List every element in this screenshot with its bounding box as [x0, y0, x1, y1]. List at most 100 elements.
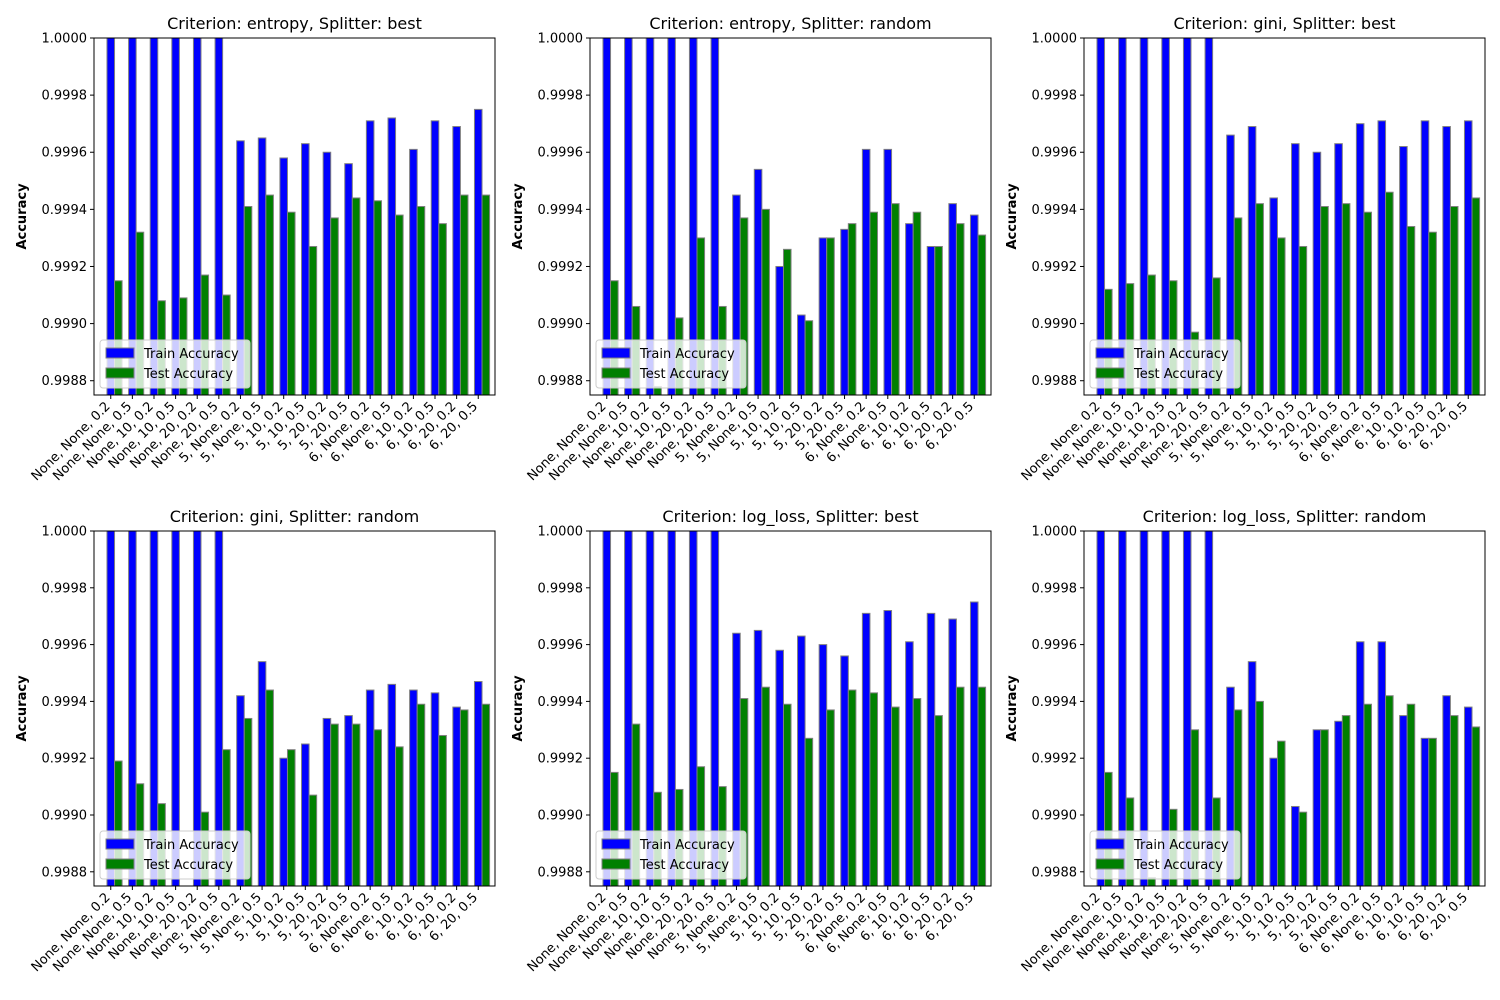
test-bar	[286, 211, 296, 395]
train-bar	[322, 717, 332, 886]
y-tick-label: 0.9992	[1032, 260, 1078, 275]
test-bar	[1341, 203, 1351, 395]
test-bar	[1428, 737, 1437, 886]
test-bar	[351, 723, 361, 886]
y-tick-label: 0.9990	[538, 317, 584, 332]
train-bar	[948, 618, 957, 886]
train-bar	[473, 681, 483, 886]
legend-label: Test Accuracy	[1133, 858, 1223, 873]
test-bar	[1320, 729, 1329, 886]
test-bar	[373, 200, 383, 395]
y-tick-label: 0.9996	[1032, 638, 1078, 653]
test-bar	[1190, 729, 1200, 886]
legend-box	[99, 830, 251, 880]
legend-swatch-test	[1095, 367, 1125, 379]
chart-panel-1: 0.9988 0.9990 0.9992 0.9994 0.9996 0.9998 1.00…	[15, 14, 496, 484]
train-bar	[257, 661, 267, 886]
test-bar	[1233, 709, 1243, 886]
train-bar	[1377, 120, 1387, 395]
bars	[1096, 531, 1481, 886]
test-bar	[459, 709, 469, 886]
train-bar	[1355, 641, 1365, 886]
y-tick-label: 0.9994	[538, 695, 584, 710]
train-bar	[624, 38, 633, 395]
train-bar	[645, 531, 655, 886]
legend: Train Accuracy Test Accuracy	[99, 339, 251, 389]
chart-panel-2: 0.9988 0.9990 0.9992 0.9994 0.9996 0.9998 1.00…	[511, 14, 992, 484]
test-bar	[1428, 231, 1437, 395]
test-bar	[416, 703, 426, 886]
train-bar	[969, 601, 979, 886]
train-bar	[883, 148, 893, 395]
train-bar	[279, 157, 288, 395]
y-tick-label: 1.0000	[538, 525, 584, 540]
train-bar	[387, 117, 397, 395]
test-bar	[1233, 217, 1243, 395]
train-bar	[818, 237, 828, 395]
test-bar	[1406, 703, 1416, 886]
y-axis-label: Accuracy	[511, 183, 526, 250]
y-axis-label: Accuracy	[15, 183, 30, 250]
test-bar	[286, 749, 296, 886]
train-bar	[710, 38, 720, 395]
axes-frame	[589, 37, 992, 396]
train-bar	[840, 228, 849, 395]
test-bar	[114, 760, 123, 886]
legend-label: Train Accuracy	[143, 838, 239, 853]
test-bar	[459, 194, 469, 395]
test-bar	[826, 237, 835, 395]
chart-panel-4: 0.9988 0.9990 0.9992 0.9994 0.9996 0.9998 1.00…	[15, 507, 496, 975]
test-bar	[1363, 211, 1373, 395]
test-bar	[847, 223, 857, 395]
bars	[602, 38, 987, 395]
train-bar	[883, 610, 893, 886]
train-bar	[1118, 531, 1127, 886]
test-bar	[1449, 715, 1459, 886]
test-bar	[761, 208, 770, 395]
legend-label: Train Accuracy	[1133, 347, 1229, 362]
train-bar	[1139, 531, 1149, 886]
test-bar	[395, 214, 404, 395]
test-bar	[955, 686, 965, 886]
train-bar	[1096, 38, 1106, 395]
y-axis-label: Accuracy	[511, 675, 526, 742]
y-tick-label: 0.9998	[42, 581, 88, 596]
y-tick-label: 0.9988	[1032, 374, 1078, 389]
test-bar	[265, 194, 274, 395]
train-bar	[1377, 641, 1387, 886]
legend-swatch-test	[105, 858, 135, 870]
y-tick-label: 0.9988	[42, 865, 88, 880]
test-bar	[1471, 726, 1481, 886]
train-bar	[409, 689, 418, 886]
train-bar	[171, 531, 180, 886]
legend-box	[595, 339, 747, 389]
train-bar	[1247, 661, 1257, 886]
train-bar	[926, 612, 936, 886]
y-tick-label: 0.9998	[1032, 581, 1078, 596]
axes-frame	[589, 530, 992, 887]
test-bar	[934, 245, 943, 395]
y-tick-label: 0.9992	[42, 260, 88, 275]
train-bar	[473, 108, 483, 395]
train-bar	[1204, 38, 1214, 395]
train-bar	[1420, 737, 1430, 886]
test-bar	[330, 723, 339, 886]
test-bar	[351, 197, 361, 395]
train-bar	[969, 214, 979, 395]
train-bar	[365, 120, 375, 395]
test-bar	[1298, 245, 1308, 395]
y-tick-label: 1.0000	[1032, 525, 1078, 540]
test-bar	[373, 729, 383, 886]
train-bar	[1247, 126, 1257, 395]
test-bar	[847, 689, 857, 886]
train-bar	[775, 649, 784, 886]
y-tick-label: 0.9990	[42, 809, 88, 824]
train-bar	[797, 635, 806, 886]
train-bar	[301, 143, 310, 395]
legend-swatch-test	[601, 367, 631, 379]
test-bar	[804, 737, 814, 886]
legend-label: Train Accuracy	[1133, 838, 1229, 853]
train-bar	[365, 689, 375, 886]
test-bar	[869, 211, 879, 395]
chart-panel-3: 0.9988 0.9990 0.9992 0.9994 0.9996 0.9998 1.00…	[1005, 14, 1486, 484]
